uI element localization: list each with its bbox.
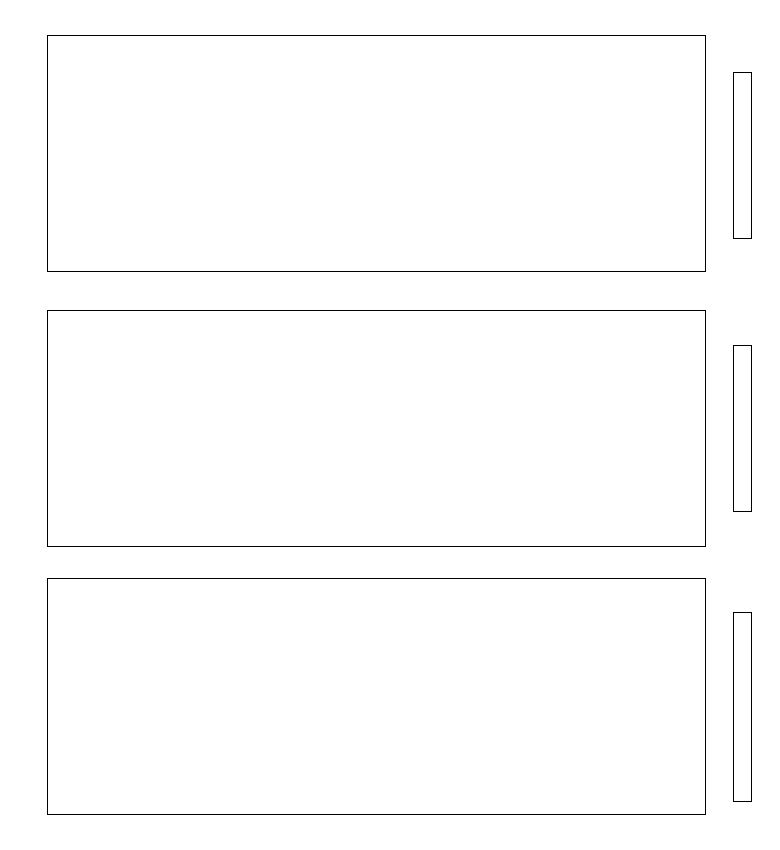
velocity-heatmap — [48, 311, 705, 546]
backscatter-heatmap — [48, 36, 705, 271]
signal-colorbar — [733, 612, 752, 802]
backscatter-colorbar — [733, 72, 752, 239]
velocity-colorbar — [733, 345, 752, 512]
backscatter-colorbar-gradient — [734, 73, 751, 238]
signal-heatmap — [48, 579, 705, 814]
backscatter-plot — [47, 35, 706, 272]
velocity-plot — [47, 310, 706, 547]
velocity-colorbar-gradient — [734, 346, 751, 511]
signal-colorbar-gradient — [734, 613, 751, 801]
signal-plot — [47, 578, 706, 815]
